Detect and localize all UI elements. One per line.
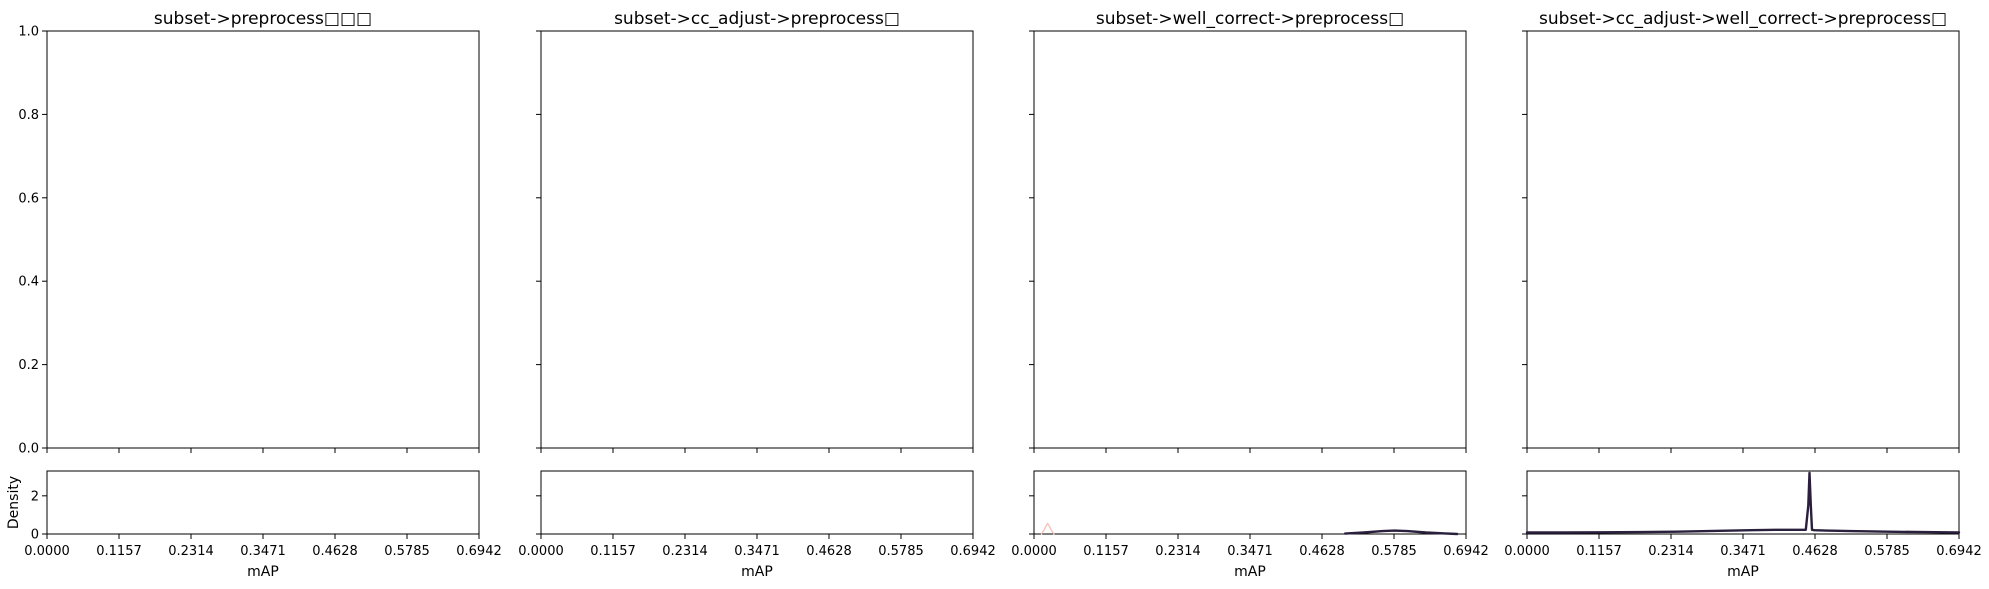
x-tick-label: 0.3471 (734, 544, 780, 559)
y-tick-label: 0.0 (18, 442, 39, 457)
x-axis-label: mAP (247, 564, 279, 580)
density-series-line-1 (1040, 522, 1055, 535)
x-tick-label: 0.5785 (1864, 544, 1910, 559)
x-tick-label: 0.2314 (1648, 544, 1694, 559)
main-axes-frame (1526, 30, 1960, 449)
density-axes-frame (46, 470, 480, 535)
main-axes-frame (540, 30, 974, 449)
x-tick-label: 0.1157 (96, 544, 142, 559)
density-series-line-1 (1525, 471, 1961, 534)
x-tick-label: 0.6942 (456, 544, 502, 559)
x-tick-label: 0.3471 (240, 544, 286, 559)
y-tick-label: 0.6 (18, 191, 39, 206)
y-tick-label: 0.8 (18, 108, 39, 123)
x-tick-label: 0.4628 (806, 544, 852, 559)
x-axis-label: mAP (741, 564, 773, 580)
subplot-3: subset->well_correct->preprocess□ 0.0000 0… (1011, 9, 1489, 580)
x-tick-label: 0.3471 (1227, 544, 1273, 559)
x-tick-label: 0.1157 (590, 544, 636, 559)
x-tick-label: 0.0000 (24, 544, 70, 559)
x-tick-label: 0.6942 (1443, 544, 1489, 559)
x-tick-label: 0.5785 (384, 544, 430, 559)
subplot-1: subset->preprocess□□□ 0.0 0.2 0.4 0.6 0.8 1.0 0… (6, 9, 502, 580)
density-axes-frame (540, 470, 974, 535)
x-tick-label: 0.4628 (1299, 544, 1345, 559)
x-tick-label: 0.5785 (878, 544, 924, 559)
x-tick-label: 0.6942 (950, 544, 996, 559)
y-tick-label: 1.0 (18, 25, 39, 40)
density-y-tick-label: 2 (31, 489, 39, 504)
x-tick-label: 0.6942 (1936, 544, 1982, 559)
main-axes-frame (46, 30, 480, 449)
x-axis-label: mAP (1234, 564, 1266, 580)
density-y-tick-label: 0 (31, 528, 39, 543)
x-tick-label: 0.2314 (1155, 544, 1201, 559)
x-tick-label: 0.3471 (1720, 544, 1766, 559)
x-tick-label: 0.4628 (1792, 544, 1838, 559)
density-axes-frame (1526, 470, 1960, 535)
x-axis-label: mAP (1727, 564, 1759, 580)
subplot-title: subset->preprocess□□□ (154, 9, 372, 29)
density-series-line-2 (1343, 529, 1459, 536)
x-tick-label: 0.0000 (1011, 544, 1057, 559)
x-tick-label: 0.4628 (312, 544, 358, 559)
x-tick-label: 0.2314 (662, 544, 708, 559)
x-tick-label: 0.5785 (1371, 544, 1417, 559)
main-axes-frame (1033, 30, 1467, 449)
subplot-2: subset->cc_adjust->preprocess□ 0.0000 0.11… (518, 9, 996, 580)
x-tick-label: 0.1157 (1576, 544, 1622, 559)
y-tick-label: 0.2 (18, 358, 39, 373)
density-y-axis-label: Density (6, 476, 22, 529)
x-tick-label: 0.0000 (1504, 544, 1550, 559)
x-tick-label: 0.1157 (1083, 544, 1129, 559)
subplot-title: subset->cc_adjust->preprocess□ (614, 9, 900, 29)
x-tick-label: 0.2314 (168, 544, 214, 559)
y-tick-label: 0.4 (18, 275, 39, 290)
subplot-title: subset->well_correct->preprocess□ (1096, 9, 1404, 29)
density-axes-frame (1033, 470, 1467, 535)
subplot-title: subset->cc_adjust->well_correct->preproc… (1539, 9, 1947, 29)
x-tick-label: 0.0000 (518, 544, 564, 559)
subplot-4: subset->cc_adjust->well_correct->preproc… (1504, 9, 1982, 580)
